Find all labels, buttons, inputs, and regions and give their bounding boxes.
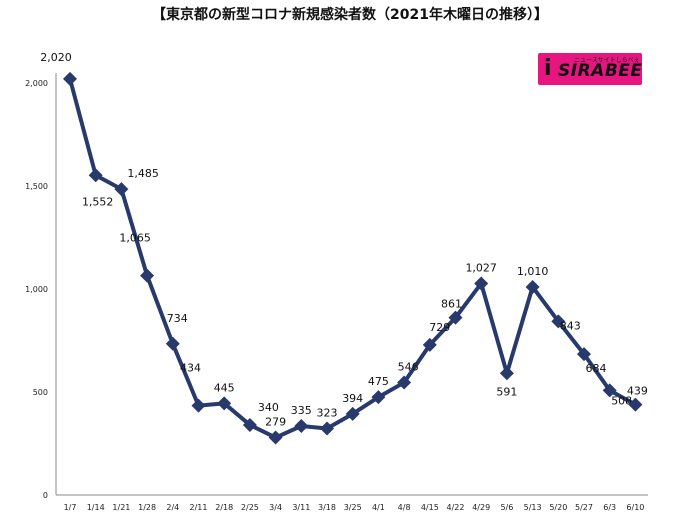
- x-tick-label: 1/21: [112, 503, 130, 512]
- data-point: [88, 168, 103, 183]
- series-line: [68, 78, 637, 440]
- data-label: 1,065: [119, 232, 151, 245]
- data-point: [602, 383, 617, 398]
- data-point: [397, 375, 412, 390]
- x-tick-label: 1/28: [138, 503, 156, 512]
- data-label: 279: [265, 416, 286, 429]
- x-tick-label: 2/18: [215, 503, 233, 512]
- x-tick-label: 4/8: [398, 503, 411, 512]
- sirabee-logo: i ニュースサイトしらべぇ SIRABEE: [538, 53, 642, 85]
- data-label: 445: [214, 381, 235, 394]
- data-point: [525, 279, 540, 294]
- x-tick-label: 5/13: [524, 503, 542, 512]
- data-label: 861: [441, 298, 462, 311]
- data-label: 323: [317, 406, 338, 419]
- data-point: [448, 310, 463, 325]
- x-tick-label: 3/18: [318, 503, 336, 512]
- y-tick-label: 500: [33, 388, 48, 397]
- data-label: 734: [167, 312, 188, 325]
- x-tick-label: 6/3: [603, 503, 616, 512]
- data-label: 843: [560, 319, 581, 332]
- data-point: [345, 406, 360, 421]
- data-label: 335: [291, 404, 312, 417]
- data-label: 1,485: [127, 167, 158, 180]
- x-tick-label: 2/25: [241, 503, 259, 512]
- data-point: [268, 430, 283, 445]
- data-point: [371, 390, 386, 405]
- data-label: 340: [258, 401, 279, 414]
- data-label: 508: [611, 394, 632, 407]
- x-tick-label: 1/14: [87, 503, 105, 512]
- data-label: 546: [398, 361, 419, 374]
- data-point: [551, 314, 566, 329]
- data-label: 1,010: [517, 265, 549, 278]
- data-label: 729: [429, 321, 450, 334]
- data-label: 439: [627, 385, 648, 398]
- x-tick-label: 4/29: [472, 503, 490, 512]
- x-tick-label: 4/22: [447, 503, 465, 512]
- data-label: 1,552: [82, 195, 114, 208]
- data-point: [628, 397, 643, 412]
- logo-text: SIRABEE: [558, 61, 643, 81]
- data-point: [114, 182, 129, 197]
- x-tick-label: 3/25: [344, 503, 362, 512]
- data-point: [422, 337, 437, 352]
- logo-mark-icon: i: [544, 56, 552, 81]
- data-point: [63, 71, 77, 86]
- y-tick-label: 1,500: [25, 182, 48, 191]
- x-tick-label: 3/11: [292, 503, 310, 512]
- data-point: [165, 336, 180, 351]
- x-tick-label: 4/1: [372, 503, 385, 512]
- data-point: [577, 347, 591, 362]
- data-point: [499, 366, 514, 381]
- data-point: [474, 276, 489, 291]
- data-label: 434: [180, 362, 201, 375]
- y-tick-label: 1,000: [25, 285, 48, 294]
- x-tick-label: 2/4: [166, 503, 179, 512]
- data-label: 394: [342, 392, 363, 405]
- logo-subtext: ニュースサイトしらべぇ: [574, 57, 640, 64]
- data-label: 2,020: [40, 51, 72, 64]
- data-point: [191, 398, 206, 413]
- data-point: [217, 396, 232, 411]
- data-label: 475: [368, 375, 389, 388]
- data-point: [242, 417, 257, 432]
- y-tick-label: 0: [43, 491, 48, 500]
- x-tick-label: 5/6: [500, 503, 513, 512]
- x-tick-label: 1/7: [64, 503, 77, 512]
- data-point: [140, 268, 155, 283]
- data-point: [320, 421, 334, 436]
- x-tick-label: 4/15: [421, 503, 439, 512]
- data-label: 1,027: [465, 261, 497, 274]
- x-tick-label: 6/10: [626, 503, 644, 512]
- chart-title: 【東京都の新型コロナ新規感染者数（2021年木曜日の推移）】: [152, 7, 548, 23]
- data-label: 591: [496, 385, 517, 398]
- x-tick-label: 2/11: [190, 503, 208, 512]
- x-tick-label: 3/4: [269, 503, 282, 512]
- data-point: [294, 418, 309, 433]
- data-label: 684: [586, 362, 607, 375]
- x-tick-label: 5/27: [575, 503, 593, 512]
- y-tick-label: 2,000: [25, 79, 48, 88]
- x-tick-label: 5/20: [549, 503, 567, 512]
